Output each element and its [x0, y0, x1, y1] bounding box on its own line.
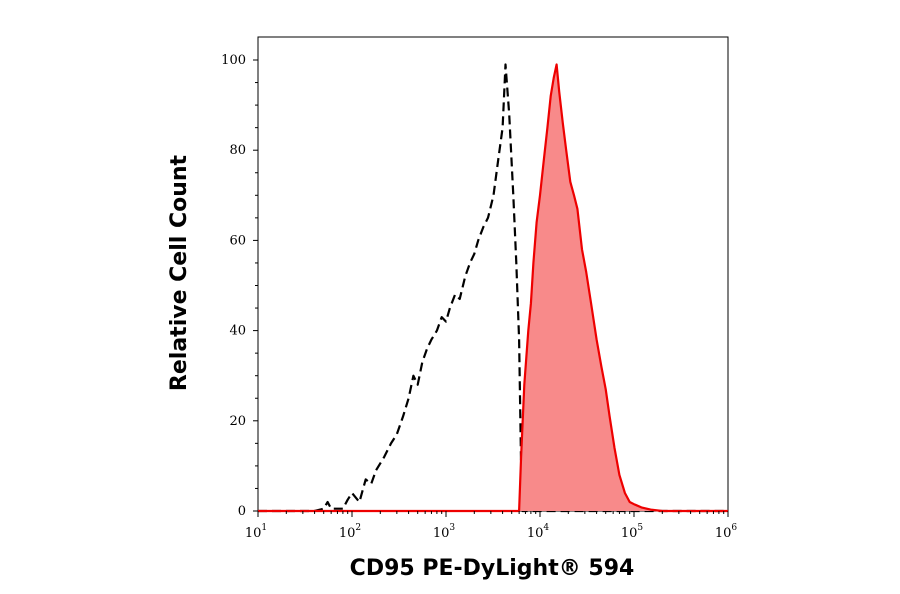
y-axis-title: Relative Cell Count	[167, 154, 192, 391]
series-fill-1	[258, 64, 728, 511]
x-tick-label: 104	[527, 523, 550, 541]
plot-frame	[257, 36, 729, 512]
y-tick-label: 100	[221, 53, 246, 68]
y-tick-label: 80	[229, 143, 246, 158]
x-tick-label: 101	[245, 523, 267, 541]
x-tick-label: 106	[715, 523, 738, 541]
y-tick-label: 20	[229, 414, 246, 429]
x-tick-label: 105	[621, 523, 644, 541]
x-tick-label: 103	[433, 523, 456, 541]
x-tick-label: 102	[339, 523, 361, 541]
series-line-0	[258, 63, 728, 513]
y-tick-label: 40	[229, 324, 246, 339]
series-line-1	[258, 63, 728, 513]
y-tick-label: 0	[238, 504, 246, 519]
x-axis-title: CD95 PE-DyLight® 594	[350, 556, 635, 581]
plot-area: 0 20 40 60 80 100 101 102 103 104 105 106	[221, 36, 738, 541]
y-tick-label: 60	[229, 233, 246, 248]
